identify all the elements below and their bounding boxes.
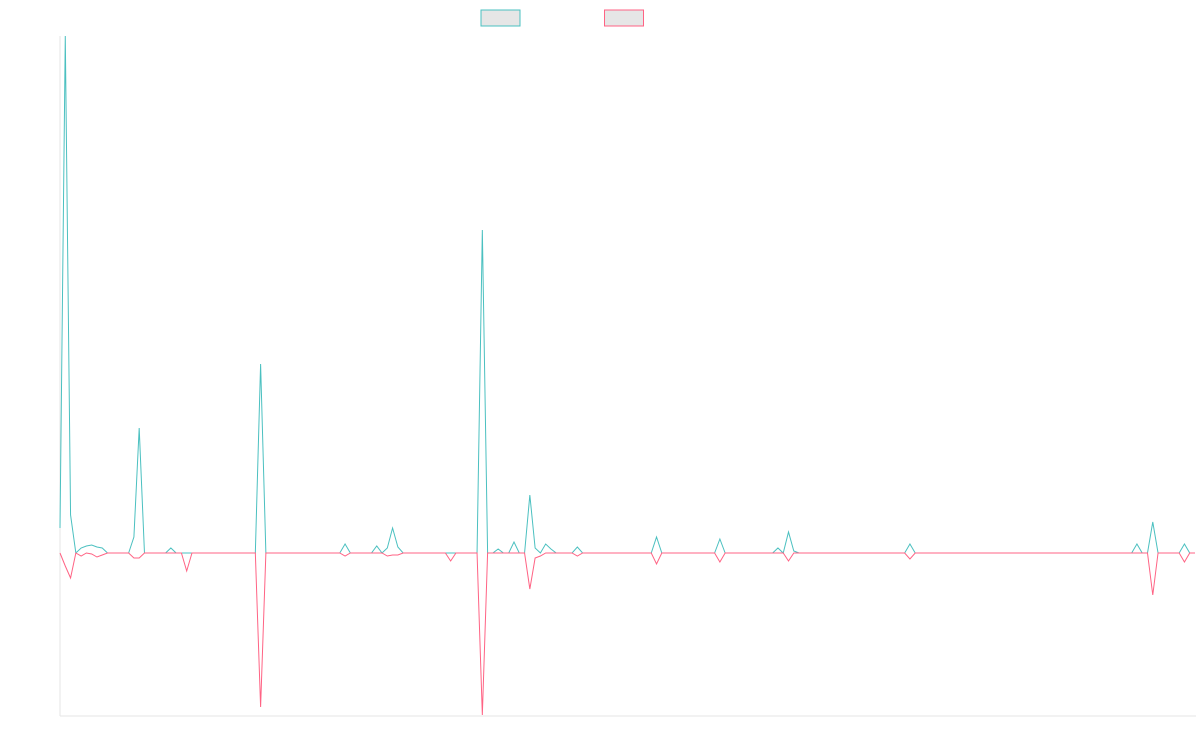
- series-line: [59, 552, 1195, 716]
- series-line: [59, 35, 1195, 555]
- legend-swatch: [604, 9, 644, 27]
- legend-swatch: [480, 9, 521, 27]
